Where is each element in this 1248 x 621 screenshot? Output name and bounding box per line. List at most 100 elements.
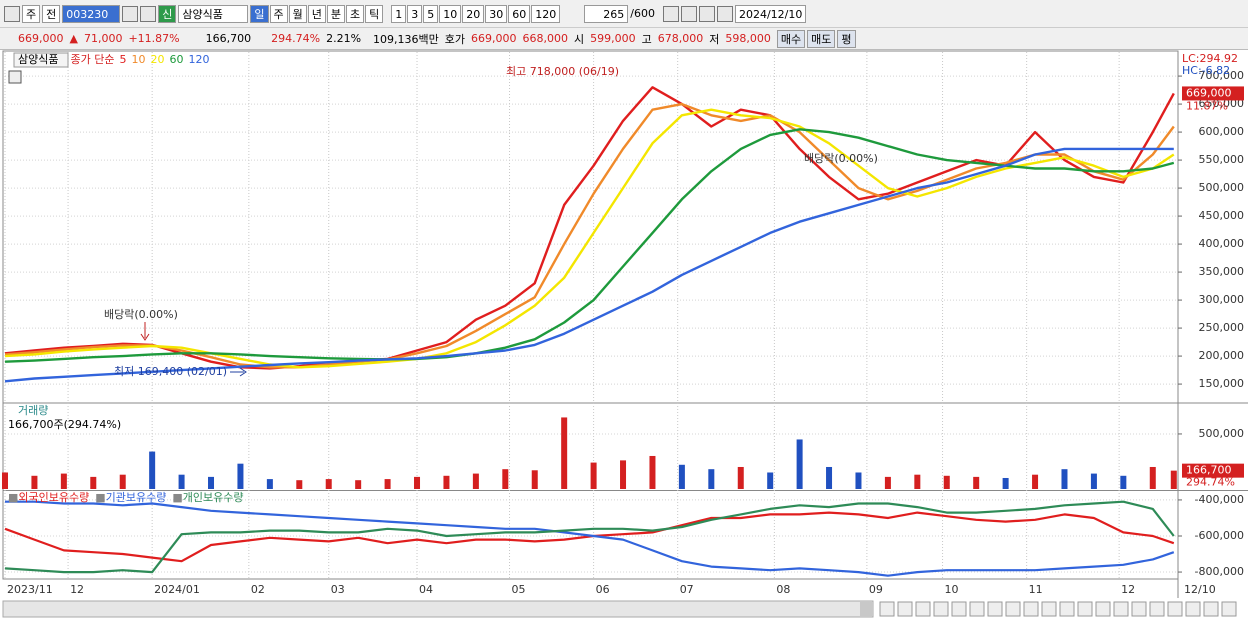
control-button[interactable] bbox=[987, 601, 1003, 617]
annotation-arrow bbox=[230, 367, 247, 377]
market-select[interactable]: 주 bbox=[22, 4, 41, 23]
control-button[interactable] bbox=[1041, 601, 1057, 617]
volume-bar bbox=[590, 462, 597, 489]
control-button[interactable] bbox=[879, 601, 895, 617]
x-tick-label: 08 bbox=[776, 583, 790, 596]
control-button[interactable] bbox=[1113, 601, 1129, 617]
period-button[interactable]: 초 bbox=[346, 4, 365, 23]
period-button[interactable]: 틱 bbox=[365, 4, 384, 23]
action-button[interactable]: 매수 bbox=[776, 29, 806, 48]
series-line bbox=[5, 500, 1175, 577]
volume-bar bbox=[943, 475, 950, 489]
date-input[interactable]: 2024/12/10 bbox=[734, 4, 807, 23]
action-button[interactable]: 평 bbox=[837, 29, 856, 48]
period-button[interactable]: 월 bbox=[288, 4, 307, 23]
last-pct: 11.87% bbox=[1186, 99, 1228, 112]
settings[interactable] bbox=[716, 5, 733, 22]
interval-button[interactable]: 60 bbox=[508, 4, 531, 23]
annotation-arrow bbox=[140, 322, 150, 341]
period-button[interactable]: 분 bbox=[326, 4, 345, 23]
open-label: 시 bbox=[574, 32, 585, 46]
bid: 668,000 bbox=[522, 32, 569, 45]
interval-button[interactable]: 5 bbox=[423, 4, 439, 23]
control-button[interactable] bbox=[1221, 601, 1237, 617]
chart-icon[interactable] bbox=[8, 70, 22, 84]
series-line bbox=[4, 86, 1175, 370]
x-tick-label: 09 bbox=[869, 583, 883, 596]
control-button[interactable] bbox=[915, 601, 931, 617]
control-button[interactable] bbox=[1059, 601, 1075, 617]
interval-button[interactable]: 1 bbox=[391, 4, 407, 23]
open: 599,000 bbox=[590, 32, 636, 45]
search[interactable] bbox=[122, 5, 139, 22]
period-button[interactable]: 일 bbox=[250, 4, 269, 23]
interval-button[interactable]: 20 bbox=[462, 4, 485, 23]
tool[interactable] bbox=[680, 5, 697, 22]
control-button[interactable] bbox=[969, 601, 985, 617]
y-tick-label: 400,000 bbox=[1199, 237, 1245, 250]
icon[interactable] bbox=[4, 5, 20, 22]
volume-bar bbox=[325, 479, 332, 489]
change: 71,000 bbox=[83, 32, 123, 45]
control-button[interactable] bbox=[1185, 601, 1201, 617]
count-max: /600 bbox=[630, 7, 655, 20]
volume-bar bbox=[296, 480, 303, 489]
control-button[interactable] bbox=[1167, 601, 1183, 617]
arrow: ▲ bbox=[69, 32, 78, 45]
scope-select[interactable]: 전 bbox=[42, 4, 61, 23]
legend-entry: 120 bbox=[188, 53, 209, 66]
quote-label: 호가 bbox=[444, 32, 466, 46]
lc-label: LC:294.92 bbox=[1182, 52, 1238, 65]
scroll-thumb[interactable] bbox=[860, 602, 872, 616]
volume-bar bbox=[60, 473, 67, 489]
control-button[interactable] bbox=[1005, 601, 1021, 617]
volume-bar bbox=[826, 466, 833, 489]
control-button[interactable] bbox=[1023, 601, 1039, 617]
period-button[interactable]: 년 bbox=[307, 4, 326, 23]
count-input[interactable]: 265 bbox=[584, 4, 629, 23]
series-line bbox=[4, 128, 1175, 363]
volume-bar bbox=[884, 476, 891, 489]
volume-bar bbox=[973, 476, 980, 489]
x-tick-label: 06 bbox=[596, 583, 610, 596]
scrollbar[interactable] bbox=[2, 600, 874, 618]
period-button[interactable]: 주 bbox=[269, 4, 288, 23]
high-label: 고 bbox=[641, 32, 652, 46]
action-button[interactable]: 매도 bbox=[807, 29, 836, 48]
interval-button[interactable]: 120 bbox=[531, 4, 561, 23]
control-button[interactable] bbox=[951, 601, 967, 617]
control-button[interactable] bbox=[933, 601, 949, 617]
legend-box bbox=[13, 52, 69, 68]
series-line bbox=[4, 102, 1175, 369]
high: 678,000 bbox=[657, 32, 704, 45]
y-tick-label: 250,000 bbox=[1199, 321, 1245, 334]
control-button[interactable] bbox=[1131, 601, 1147, 617]
legend-entry: 5 bbox=[119, 53, 126, 66]
tool[interactable] bbox=[662, 5, 679, 22]
interval-button[interactable]: 3 bbox=[407, 4, 423, 23]
control-button[interactable] bbox=[1149, 601, 1165, 617]
legend: 삼양식품 종가 단순 5 10 20 60 120 bbox=[18, 53, 209, 66]
code-input[interactable]: 003230 bbox=[62, 4, 121, 23]
annotation: 배당락(0.00%) bbox=[104, 308, 178, 321]
last-volume-pct: 294.74% bbox=[1186, 476, 1235, 489]
volume-bar bbox=[149, 451, 156, 489]
control-button[interactable] bbox=[897, 601, 913, 617]
save[interactable] bbox=[698, 5, 715, 22]
stock-name: 삼양식품 bbox=[178, 4, 249, 23]
volume-bar bbox=[502, 469, 509, 489]
annotation: 최저 169,400 (02/01) bbox=[114, 365, 227, 378]
annotation: 최고 718,000 (06/19) bbox=[506, 65, 619, 78]
volume-bar bbox=[31, 475, 38, 489]
interval-button[interactable]: 30 bbox=[485, 4, 508, 23]
legend-entry: 개인보유수량 bbox=[183, 491, 244, 504]
y-tick-label: 550,000 bbox=[1199, 153, 1245, 166]
control-button[interactable] bbox=[1077, 601, 1093, 617]
speaker[interactable] bbox=[140, 5, 157, 22]
control-button[interactable] bbox=[1095, 601, 1111, 617]
x-tick-label: 02 bbox=[251, 583, 265, 596]
interval-button[interactable]: 10 bbox=[439, 4, 462, 23]
legend-entry: 60 bbox=[169, 53, 183, 66]
control-button[interactable] bbox=[1203, 601, 1219, 617]
